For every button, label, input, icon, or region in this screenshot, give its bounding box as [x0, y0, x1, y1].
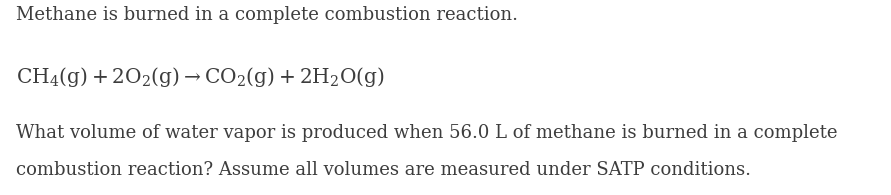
- Text: combustion reaction? Assume all volumes are measured under SATP conditions.: combustion reaction? Assume all volumes …: [16, 161, 751, 179]
- Text: What volume of water vapor is produced when 56.0 L of methane is burned in a com: What volume of water vapor is produced w…: [16, 124, 838, 142]
- Text: Methane is burned in a complete combustion reaction.: Methane is burned in a complete combusti…: [16, 6, 518, 24]
- Text: $\mathdefault{CH_4(g) + 2O_2(g) \rightarrow CO_2(g) + 2H_2O(g)}$: $\mathdefault{CH_4(g) + 2O_2(g) \rightar…: [16, 65, 385, 89]
